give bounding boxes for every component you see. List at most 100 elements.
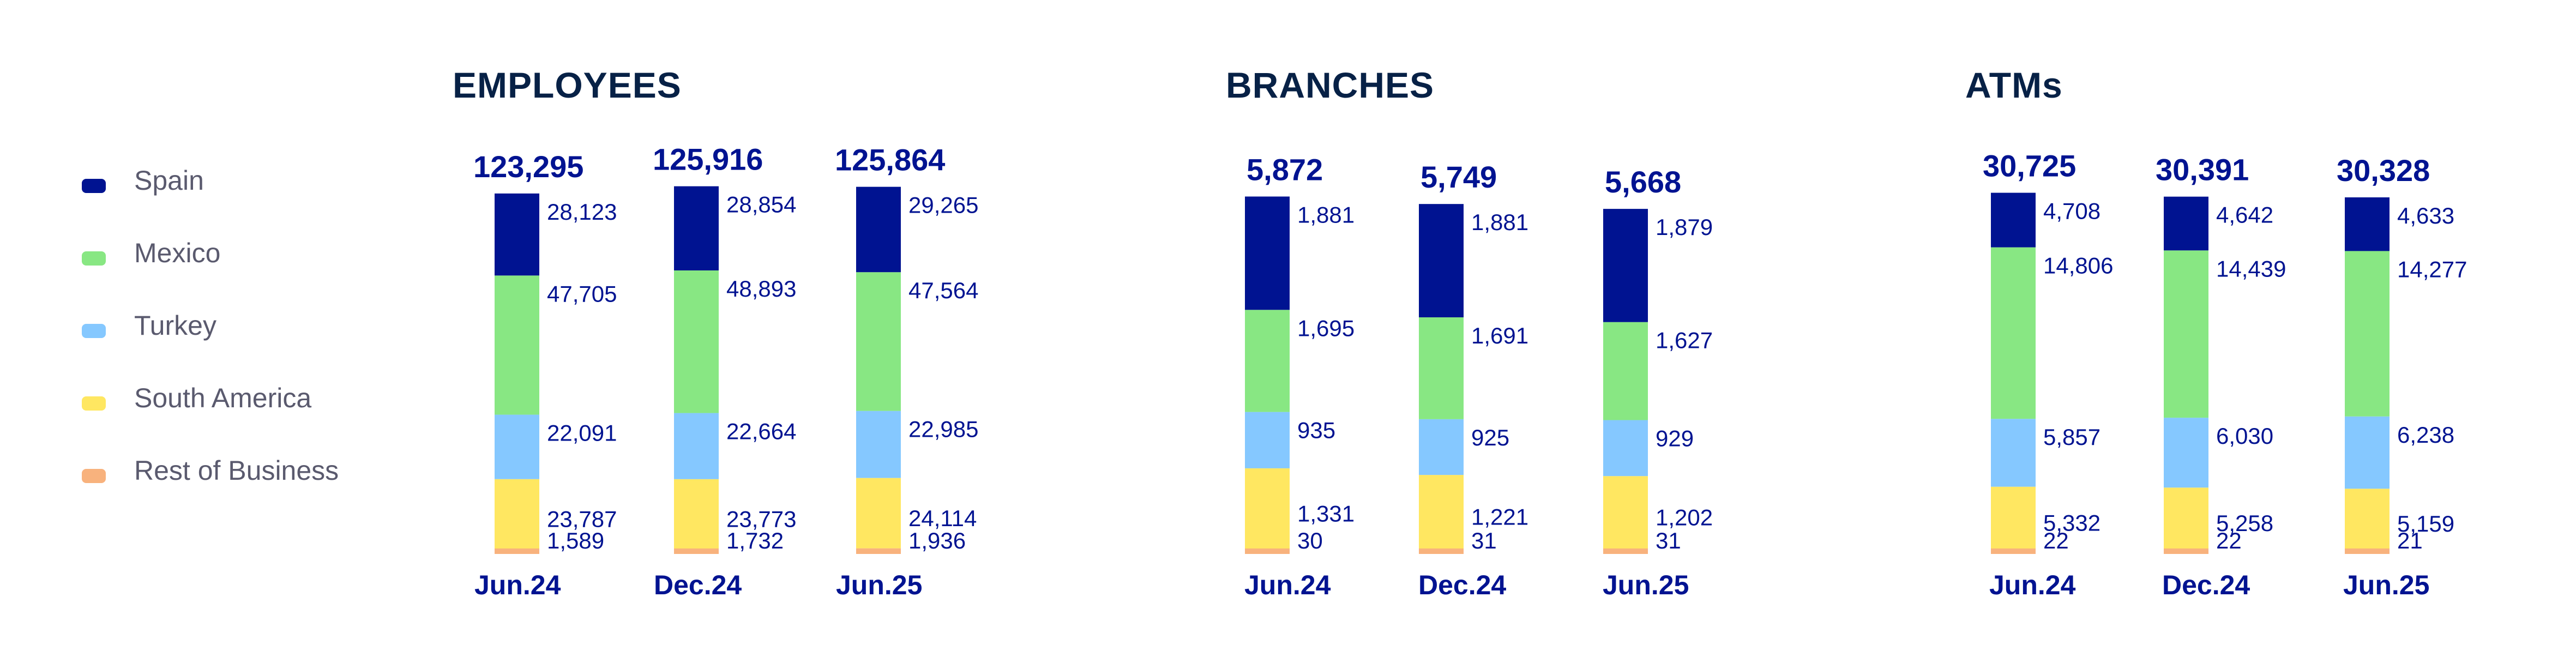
atms-bar-dec-24-south-america <box>2164 487 2208 548</box>
branches-value-label-jun-25-south-america: 1,202 <box>1656 505 1713 531</box>
employees-total-label-dec-24: 125,916 <box>653 142 763 177</box>
branches-bar-jun-25-turkey <box>1603 420 1648 477</box>
atms-value-label-jun-24-turkey: 5,857 <box>2043 424 2100 450</box>
atms-bar-jun-24-spain <box>1991 192 2036 248</box>
legend-swatch-rest-of-business <box>82 469 106 483</box>
branches-value-label-jun-24-spain: 1,881 <box>1297 202 1355 227</box>
employees-value-label-dec-24-spain: 28,854 <box>726 192 796 218</box>
branches-bar-jun-24-rest-of-business <box>1245 548 1290 554</box>
employees-value-label-jun-24-south-america: 23,787 <box>547 506 617 532</box>
atms-category-label-jun-25: Jun.25 <box>2343 570 2429 600</box>
branches-value-label-dec-24-south-america: 1,221 <box>1471 504 1528 530</box>
atms-value-label-jun-24-spain: 4,708 <box>2043 198 2100 224</box>
atms-category-label-jun-24: Jun.24 <box>1989 570 2076 600</box>
branches-value-label-jun-25-rest-of-business: 31 <box>1656 528 1681 553</box>
branches-value-label-jun-24-turkey: 935 <box>1297 418 1335 443</box>
legend-label-turkey: Turkey <box>134 310 216 341</box>
branches-category-label-dec-24: Dec.24 <box>1418 570 1506 600</box>
atms-total-label-jun-24: 30,725 <box>1983 149 2076 183</box>
employees-total-label-jun-25: 125,864 <box>835 143 945 177</box>
branches-category-label-jun-25: Jun.25 <box>1603 570 1689 600</box>
atms-value-label-dec-24-mexico: 14,439 <box>2216 256 2286 281</box>
branches-bar-jun-25-mexico <box>1603 322 1648 420</box>
branches-bar-dec-24-turkey <box>1419 419 1464 475</box>
atms-value-label-jun-24-mexico: 14,806 <box>2043 253 2113 279</box>
atms-value-label-jun-25-spain: 4,633 <box>2397 203 2454 228</box>
employees-bar-jun-24-spain <box>495 193 539 276</box>
employees-category-label-jun-25: Jun.25 <box>836 570 922 600</box>
atms-total-label-dec-24: 30,391 <box>2156 153 2249 187</box>
employees-bar-jun-24-turkey <box>495 414 539 479</box>
employees-title: EMPLOYEES <box>453 65 682 105</box>
branches-value-label-dec-24-spain: 1,881 <box>1471 209 1528 235</box>
branches-bar-jun-25-rest-of-business <box>1603 548 1648 554</box>
atms-bar-jun-24-south-america <box>1991 486 2036 548</box>
branches-bar-jun-24-south-america <box>1245 468 1290 548</box>
employees-value-label-dec-24-turkey: 22,664 <box>726 419 796 444</box>
branches-value-label-jun-25-turkey: 929 <box>1656 426 1694 451</box>
atms-bar-dec-24-turkey <box>2164 418 2208 488</box>
branches-bar-dec-24-mexico <box>1419 317 1464 419</box>
atms-value-label-dec-24-rest-of-business: 22 <box>2216 528 2242 553</box>
branches-value-label-dec-24-mexico: 1,691 <box>1471 323 1528 348</box>
employees-bar-dec-24-turkey <box>674 413 719 479</box>
branches-bar-dec-24-rest-of-business <box>1419 548 1464 554</box>
atms-bar-jun-25-south-america <box>2345 489 2390 548</box>
branches-value-label-jun-25-mexico: 1,627 <box>1656 328 1713 353</box>
atms-value-label-jun-24-south-america: 5,332 <box>2043 510 2100 535</box>
atms-value-label-dec-24-spain: 4,642 <box>2216 202 2273 228</box>
atms-bar-jun-25-mexico <box>2345 251 2390 417</box>
legend-swatch-spain <box>82 179 106 193</box>
employees-bar-jun-24-rest-of-business <box>495 548 539 554</box>
atms-bar-jun-24-mexico <box>1991 247 2036 419</box>
atms-bar-dec-24-rest-of-business <box>2164 548 2208 554</box>
atms-value-label-jun-25-rest-of-business: 21 <box>2397 528 2423 553</box>
branches-total-label-dec-24: 5,749 <box>1421 160 1497 194</box>
employees-value-label-jun-25-spain: 29,265 <box>908 192 978 218</box>
employees-value-label-dec-24-south-america: 23,773 <box>726 506 796 532</box>
employees-bar-dec-24-south-america <box>674 479 719 548</box>
employees-value-label-dec-24-rest-of-business: 1,732 <box>726 528 784 553</box>
employees-value-label-jun-25-turkey: 22,985 <box>908 417 978 442</box>
employees-value-label-jun-25-mexico: 47,564 <box>908 278 978 303</box>
legend-label-south-america: South America <box>134 383 312 413</box>
employees-bar-jun-24-south-america <box>495 479 539 548</box>
atms-value-label-jun-25-south-america: 5,159 <box>2397 511 2454 537</box>
legend-label-rest-of-business: Rest of Business <box>134 455 339 486</box>
branches-category-label-jun-24: Jun.24 <box>1244 570 1331 600</box>
employees-bar-jun-25-rest-of-business <box>856 548 901 554</box>
legend-swatch-south-america <box>82 396 106 411</box>
branches-total-label-jun-25: 5,668 <box>1605 165 1681 199</box>
employees-total-label-jun-24: 123,295 <box>473 149 583 184</box>
legend-label-spain: Spain <box>134 165 204 196</box>
branches-bar-jun-24-spain <box>1245 196 1290 310</box>
employees-value-label-jun-24-rest-of-business: 1,589 <box>547 528 604 553</box>
legend-swatch-mexico <box>82 251 106 266</box>
branches-bar-jun-24-turkey <box>1245 412 1290 468</box>
employees-value-label-jun-25-rest-of-business: 1,936 <box>908 528 966 553</box>
employees-category-label-dec-24: Dec.24 <box>654 570 742 600</box>
atms-title: ATMs <box>1965 65 2063 105</box>
employees-category-label-jun-24: Jun.24 <box>474 570 561 600</box>
employees-value-label-jun-25-south-america: 24,114 <box>908 505 977 531</box>
employees-bar-dec-24-spain <box>674 186 719 270</box>
branches-value-label-jun-24-mexico: 1,695 <box>1297 315 1355 341</box>
atms-value-label-jun-25-mexico: 14,277 <box>2397 256 2467 282</box>
employees-bar-jun-24-mexico <box>495 275 539 415</box>
atms-bar-dec-24-spain <box>2164 196 2208 251</box>
branches-value-label-jun-24-south-america: 1,331 <box>1297 501 1355 526</box>
branches-bar-jun-25-south-america <box>1603 476 1648 548</box>
branches-title: BRANCHES <box>1226 65 1435 105</box>
employees-value-label-jun-24-turkey: 22,091 <box>547 420 617 446</box>
atms-total-label-jun-25: 30,328 <box>2337 153 2430 188</box>
employees-bar-dec-24-rest-of-business <box>674 548 719 554</box>
employees-bar-dec-24-mexico <box>674 270 719 413</box>
atms-category-label-dec-24: Dec.24 <box>2162 570 2250 600</box>
branches-bar-jun-24-mexico <box>1245 310 1290 412</box>
branches-value-label-jun-24-rest-of-business: 30 <box>1297 528 1323 553</box>
branches-bar-dec-24-spain <box>1419 204 1464 318</box>
atms-bar-jun-24-turkey <box>1991 419 2036 487</box>
employees-value-label-jun-24-spain: 28,123 <box>547 199 617 225</box>
